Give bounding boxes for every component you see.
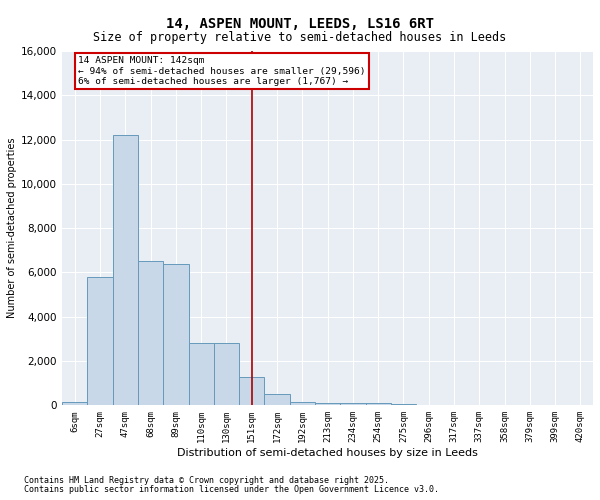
Text: Contains public sector information licensed under the Open Government Licence v3: Contains public sector information licen…	[24, 485, 439, 494]
Bar	[62, 402, 88, 406]
Bar	[416, 404, 442, 406]
Bar	[365, 403, 391, 406]
Bar	[239, 376, 265, 406]
X-axis label: Distribution of semi-detached houses by size in Leeds: Distribution of semi-detached houses by …	[177, 448, 478, 458]
Bar	[113, 135, 138, 406]
Text: 14 ASPEN MOUNT: 142sqm
← 94% of semi-detached houses are smaller (29,596)
6% of : 14 ASPEN MOUNT: 142sqm ← 94% of semi-det…	[78, 56, 365, 86]
Bar	[163, 264, 188, 406]
Bar	[391, 404, 416, 406]
Bar	[214, 344, 239, 406]
Bar	[265, 394, 290, 406]
Bar	[340, 404, 365, 406]
Y-axis label: Number of semi-detached properties: Number of semi-detached properties	[7, 138, 17, 318]
Bar	[188, 344, 214, 406]
Text: 14, ASPEN MOUNT, LEEDS, LS16 6RT: 14, ASPEN MOUNT, LEEDS, LS16 6RT	[166, 18, 434, 32]
Bar	[88, 277, 113, 406]
Bar	[138, 262, 163, 406]
Text: Size of property relative to semi-detached houses in Leeds: Size of property relative to semi-detach…	[94, 31, 506, 44]
Text: Contains HM Land Registry data © Crown copyright and database right 2025.: Contains HM Land Registry data © Crown c…	[24, 476, 389, 485]
Bar	[290, 402, 315, 406]
Bar	[315, 402, 340, 406]
